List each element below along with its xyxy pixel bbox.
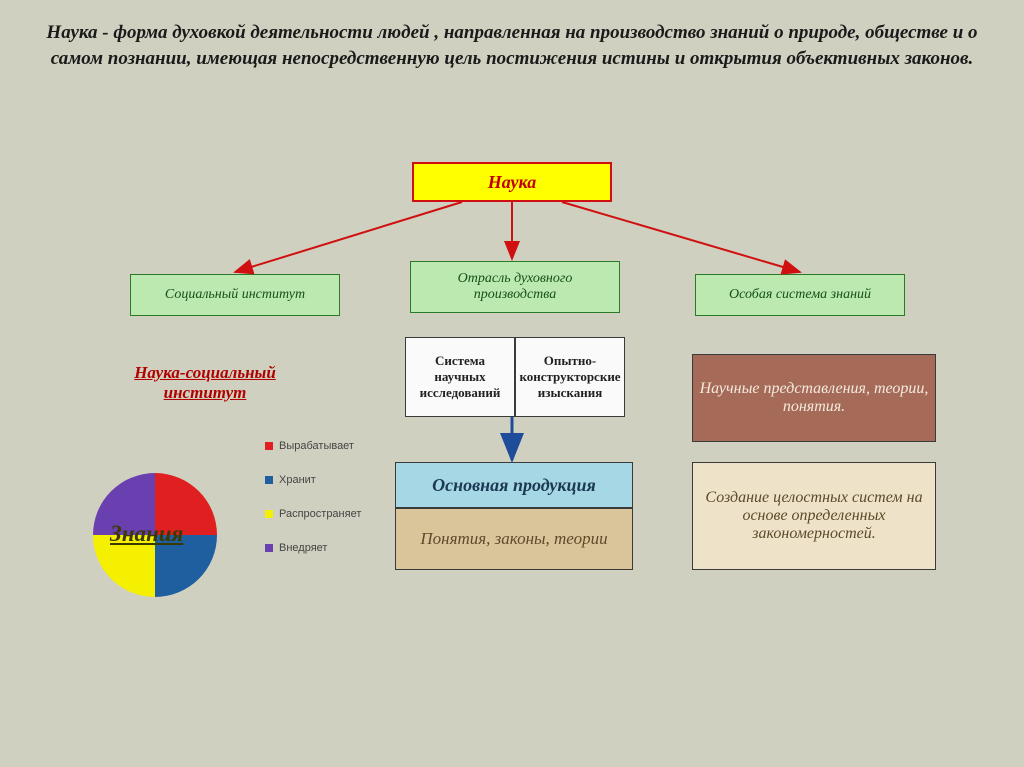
legend-label: Распространяет: [279, 508, 361, 520]
cream-box: Создание целостных систем на основе опре…: [692, 462, 936, 570]
legend-label: Вырабатывает: [279, 440, 354, 452]
root-node: Наука: [412, 162, 612, 202]
legend-item: Распространяет: [265, 508, 361, 520]
branch-spiritual-production: Отрасль духовного производства: [410, 261, 620, 313]
mid-box-research: Система научных исследований: [405, 337, 515, 417]
page-title: Наука - форма духовкой деятельности люде…: [40, 20, 984, 71]
legend-label: Хранит: [279, 474, 316, 486]
pie-legend: Вырабатывает Хранит Распространяет Внедр…: [265, 440, 361, 576]
branch-social-institute: Социальный институт: [130, 274, 340, 316]
legend-label: Внедряет: [279, 542, 327, 554]
concepts-box: Понятия, законы, теории: [395, 508, 633, 570]
branch-knowledge-system: Особая система знаний: [695, 274, 905, 316]
pie-subtitle: Наука-социальный институт: [105, 363, 305, 403]
mid-box-design: Опытно-конструкторские изыскания: [515, 337, 625, 417]
main-product-box: Основная продукция: [395, 462, 633, 508]
legend-swatch-icon: [265, 544, 273, 552]
legend-swatch-icon: [265, 510, 273, 518]
pie-center-label: Знания: [110, 521, 183, 547]
legend-swatch-icon: [265, 476, 273, 484]
legend-swatch-icon: [265, 442, 273, 450]
brown-box: Научные представления, теории, понятия.: [692, 354, 936, 442]
legend-item: Внедряет: [265, 542, 361, 554]
legend-item: Вырабатывает: [265, 440, 361, 452]
legend-item: Хранит: [265, 474, 361, 486]
